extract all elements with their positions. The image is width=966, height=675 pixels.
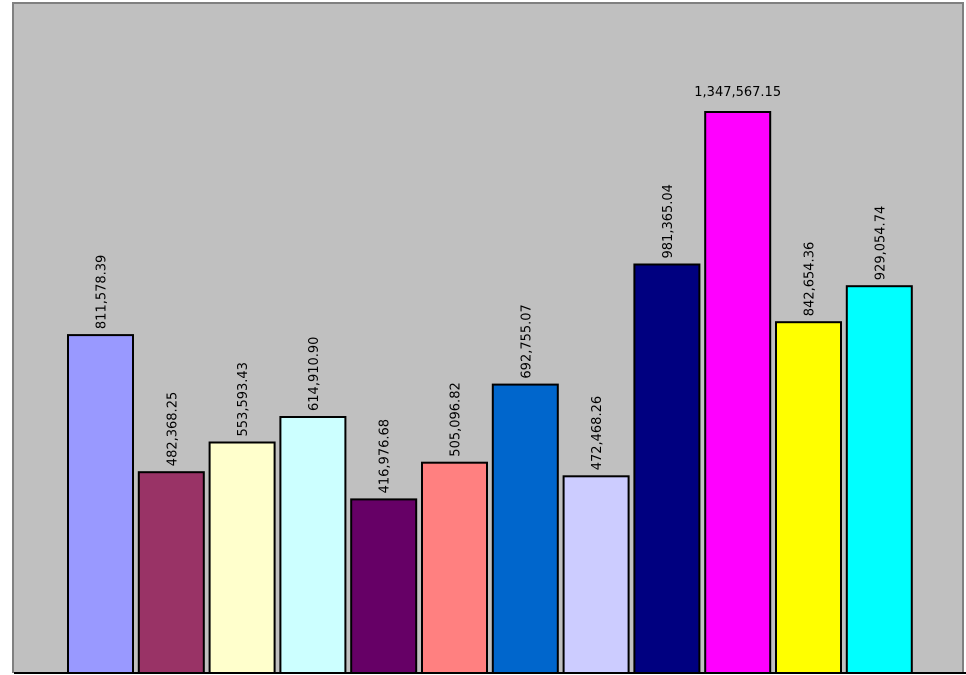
bar-9-value-label: 981,365.04 [661,184,676,258]
bar-chart: 811,578.39 482,368.25 553,593.43 614,910.90… [14,85,966,675]
bar-2-value-label: 482,368.25 [165,392,180,466]
bar-8 [562,475,630,674]
bar-5-value-label: 416,976.68 [378,419,393,493]
bar-6 [421,461,488,675]
bar-10-value-label: 1,347,567.15 [694,85,781,100]
bar-6-value-label: 505,096.82 [449,382,464,456]
bar-4 [279,416,347,674]
bar-4-value-label: 614,910.90 [307,337,322,411]
bar-3-value-label: 553,593.43 [236,362,251,436]
bar-1 [67,334,134,674]
bar-5 [350,498,418,674]
chart-plot-area: 811,578.39 482,368.25 553,593.43 614,910.90… [12,2,966,675]
bar-2 [137,471,205,675]
bar-3 [208,441,276,674]
bar-9 [633,263,701,674]
bar-8-value-label: 472,468.26 [590,396,605,470]
bar-12 [845,285,913,674]
bar-7-value-label: 692,755.07 [519,304,534,378]
bar-11 [775,321,842,674]
bar-1-value-label: 811,578.39 [95,255,110,329]
bar-12-value-label: 929,054.74 [873,206,888,280]
bar-10 [704,111,772,674]
bar-7 [491,383,559,674]
bar-11-value-label: 842,654.36 [803,242,818,316]
